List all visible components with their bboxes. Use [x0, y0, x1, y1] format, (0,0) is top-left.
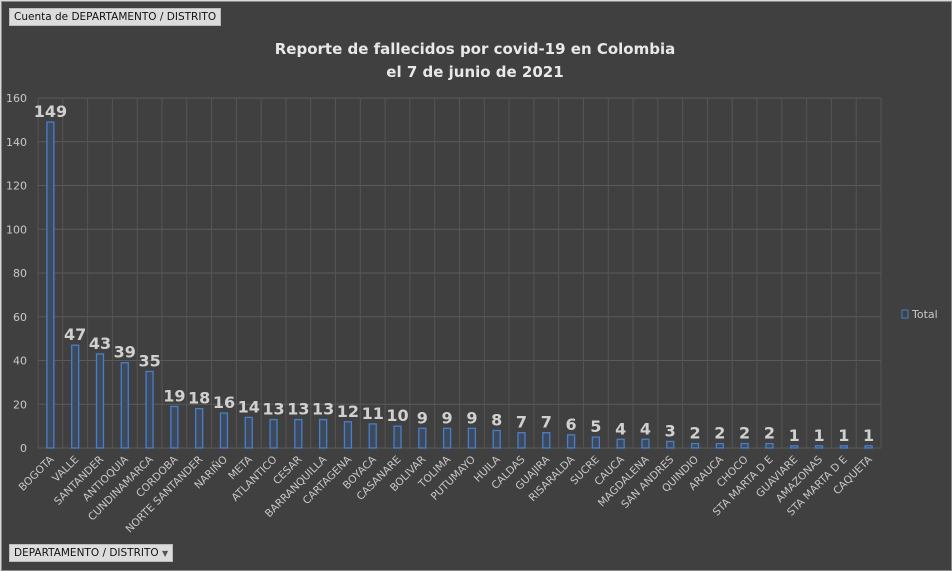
data-label: 8 — [491, 411, 502, 430]
bar — [71, 344, 80, 449]
y-tick-label: 80 — [13, 267, 27, 280]
axis-field-dropdown[interactable]: DEPARTAMENTO / DISTRITO ▼ — [9, 544, 174, 562]
data-label: 1 — [838, 426, 849, 445]
data-label: 13 — [287, 400, 309, 419]
bar — [343, 421, 353, 449]
data-label: 5 — [590, 417, 601, 436]
x-category-label: BOGOTA — [17, 453, 58, 494]
data-label: 35 — [138, 351, 160, 370]
data-label: 7 — [516, 413, 527, 432]
bar — [467, 427, 477, 449]
y-tick-label: 160 — [6, 92, 27, 105]
bar — [666, 440, 675, 449]
bar — [765, 442, 774, 449]
bar — [492, 429, 501, 449]
data-label: 19 — [163, 386, 185, 405]
bar — [790, 445, 799, 449]
data-label: 1 — [813, 426, 824, 445]
data-label: 12 — [337, 402, 359, 421]
bar — [318, 418, 328, 449]
dropdown-arrow-icon: ▼ — [162, 549, 169, 558]
bar — [715, 442, 724, 449]
bar — [244, 416, 253, 449]
data-label: 16 — [213, 393, 235, 412]
chart-title: Reporte de fallecidos por covid-19 en Co… — [275, 40, 676, 58]
data-label: 4 — [615, 419, 626, 438]
bar — [839, 445, 848, 449]
bar — [591, 436, 601, 449]
data-label: 9 — [466, 408, 477, 427]
legend-label: Total — [911, 308, 938, 321]
bar — [145, 370, 154, 449]
bar — [616, 438, 625, 449]
y-tick-label: 100 — [6, 223, 27, 236]
bar — [219, 412, 229, 449]
bar — [170, 405, 179, 449]
data-label: 9 — [442, 408, 453, 427]
bar — [368, 423, 377, 449]
data-label: 2 — [764, 424, 775, 443]
bar — [566, 434, 576, 449]
data-label: 2 — [689, 424, 700, 443]
data-label: 10 — [386, 406, 408, 425]
y-tick-label: 40 — [13, 355, 27, 368]
bar — [393, 425, 402, 449]
bar — [195, 407, 204, 449]
data-label: 43 — [89, 334, 111, 353]
data-label: 2 — [714, 424, 725, 443]
data-label: 14 — [238, 397, 260, 416]
data-label: 149 — [34, 102, 67, 121]
data-label: 18 — [188, 389, 210, 408]
y-tick-label: 140 — [6, 136, 27, 149]
bar — [864, 445, 873, 449]
y-tick-label: 20 — [13, 398, 27, 411]
bar — [46, 121, 55, 449]
bar — [814, 445, 824, 449]
value-field-button[interactable]: Cuenta de DEPARTAMENTO / DISTRITO — [9, 8, 222, 26]
bar — [641, 438, 650, 449]
bar — [269, 418, 278, 449]
bar — [294, 418, 303, 449]
data-label: 9 — [417, 408, 428, 427]
bar — [442, 427, 452, 449]
data-label: 47 — [64, 325, 86, 344]
data-label: 39 — [114, 343, 136, 362]
bar — [95, 353, 105, 449]
chart-subtitle: el 7 de junio de 2021 — [386, 63, 563, 81]
bar — [517, 432, 526, 449]
legend-swatch — [901, 309, 909, 319]
bar — [740, 442, 749, 449]
data-label: 3 — [665, 421, 676, 440]
bar — [542, 432, 551, 449]
y-tick-label: 0 — [20, 442, 27, 455]
data-label: 1 — [863, 426, 874, 445]
data-label: 13 — [312, 400, 334, 419]
data-label: 13 — [262, 400, 284, 419]
data-label: 1 — [789, 426, 800, 445]
data-label: 11 — [362, 404, 384, 423]
legend: Total — [901, 308, 938, 321]
bar — [690, 442, 700, 449]
bar — [120, 362, 129, 449]
bar — [418, 427, 427, 449]
data-label: 2 — [739, 424, 750, 443]
y-tick-label: 60 — [13, 311, 27, 324]
data-label: 7 — [541, 413, 552, 432]
axis-field-label: DEPARTAMENTO / DISTRITO — [14, 547, 159, 559]
y-tick-label: 120 — [6, 180, 27, 193]
data-label: 6 — [566, 415, 577, 434]
data-label: 4 — [640, 419, 651, 438]
